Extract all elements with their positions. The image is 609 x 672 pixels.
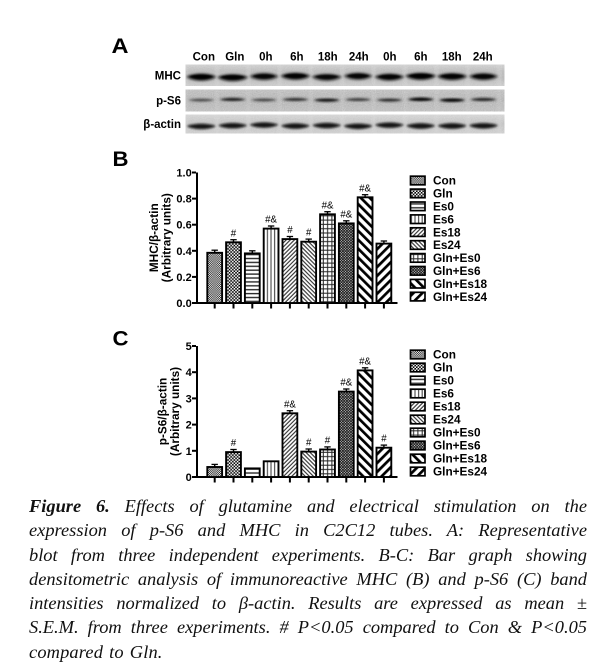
svg-text:Gln+Es24: Gln+Es24 <box>433 465 488 479</box>
svg-text:1: 1 <box>186 446 192 458</box>
svg-text:MHC: MHC <box>155 71 181 83</box>
svg-text:24h: 24h <box>473 52 493 64</box>
svg-text:Es18: Es18 <box>433 225 461 239</box>
svg-text:5: 5 <box>186 341 192 353</box>
svg-text:#&: #& <box>359 183 371 194</box>
svg-text:Con: Con <box>193 52 215 64</box>
svg-text:0.2: 0.2 <box>176 272 191 284</box>
svg-text:(Arbitrary units): (Arbitrary units) <box>160 193 174 282</box>
svg-text:Es6: Es6 <box>433 387 454 401</box>
svg-text:0.4: 0.4 <box>176 246 192 258</box>
svg-text:Es6: Es6 <box>433 212 454 226</box>
svg-text:Gln+Es6: Gln+Es6 <box>433 439 481 453</box>
svg-text:#&: #& <box>265 215 277 226</box>
svg-text:Gln+Es18: Gln+Es18 <box>433 452 488 466</box>
svg-text:#: # <box>287 225 293 236</box>
svg-text:Es18: Es18 <box>433 400 461 414</box>
svg-text:#&: #& <box>284 399 296 410</box>
svg-text:MHC/β-actin: MHC/β-actin <box>147 203 161 272</box>
svg-text:Es0: Es0 <box>433 374 454 388</box>
svg-text:#: # <box>306 228 312 239</box>
svg-text:0.0: 0.0 <box>176 298 191 310</box>
svg-text:C: C <box>113 327 129 351</box>
svg-text:Gln+Es24: Gln+Es24 <box>433 290 488 304</box>
svg-text:Gln+Es6: Gln+Es6 <box>433 264 481 278</box>
svg-text:0h: 0h <box>259 52 272 64</box>
svg-text:0.6: 0.6 <box>176 220 191 232</box>
svg-text:Gln+Es18: Gln+Es18 <box>433 277 488 291</box>
svg-text:1.0: 1.0 <box>176 168 191 180</box>
svg-text:β-actin: β-actin <box>143 119 181 131</box>
svg-text:A: A <box>112 34 129 58</box>
svg-text:24h: 24h <box>349 52 369 64</box>
svg-text:6h: 6h <box>414 52 427 64</box>
svg-text:#&: #& <box>340 378 352 389</box>
svg-text:Con: Con <box>433 174 456 188</box>
svg-text:#&: #& <box>340 209 352 220</box>
svg-text:3: 3 <box>186 393 192 405</box>
svg-text:#: # <box>231 438 237 449</box>
svg-text:2: 2 <box>186 420 192 432</box>
svg-text:Es24: Es24 <box>433 238 461 252</box>
svg-text:Es0: Es0 <box>433 200 454 214</box>
svg-text:6h: 6h <box>290 52 303 64</box>
svg-text:p-S6: p-S6 <box>156 96 181 108</box>
svg-text:18h: 18h <box>318 52 338 64</box>
svg-text:p-S6/β-actin: p-S6/β-actin <box>156 378 170 446</box>
svg-text:Con: Con <box>433 348 456 362</box>
svg-text:0h: 0h <box>383 52 396 64</box>
svg-text:#: # <box>381 434 387 445</box>
svg-text:#: # <box>306 438 312 449</box>
svg-text:18h: 18h <box>442 52 462 64</box>
svg-text:#&: #& <box>359 356 371 367</box>
svg-text:0: 0 <box>186 472 192 484</box>
svg-text:0.8: 0.8 <box>176 194 191 206</box>
svg-text:Gln: Gln <box>225 52 244 64</box>
svg-text:B: B <box>113 147 129 171</box>
svg-text:Gln+Es0: Gln+Es0 <box>433 251 481 265</box>
svg-text:(Arbitrary units): (Arbitrary units) <box>168 367 182 456</box>
svg-text:#&: #& <box>322 200 334 211</box>
svg-text:Gln: Gln <box>433 361 453 375</box>
svg-text:Gln: Gln <box>433 187 453 201</box>
svg-text:Es24: Es24 <box>433 413 461 427</box>
svg-text:Gln+Es0: Gln+Es0 <box>433 426 481 440</box>
svg-text:#: # <box>325 436 331 447</box>
svg-text:#: # <box>231 228 237 239</box>
svg-text:4: 4 <box>186 367 193 379</box>
